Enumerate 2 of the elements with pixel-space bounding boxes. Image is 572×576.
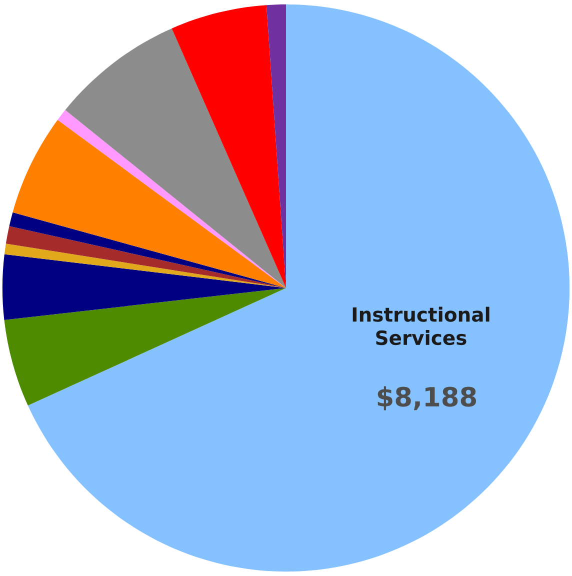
text: $8,188 bbox=[378, 386, 476, 410]
slice-label: Instructional Services bbox=[352, 306, 490, 346]
